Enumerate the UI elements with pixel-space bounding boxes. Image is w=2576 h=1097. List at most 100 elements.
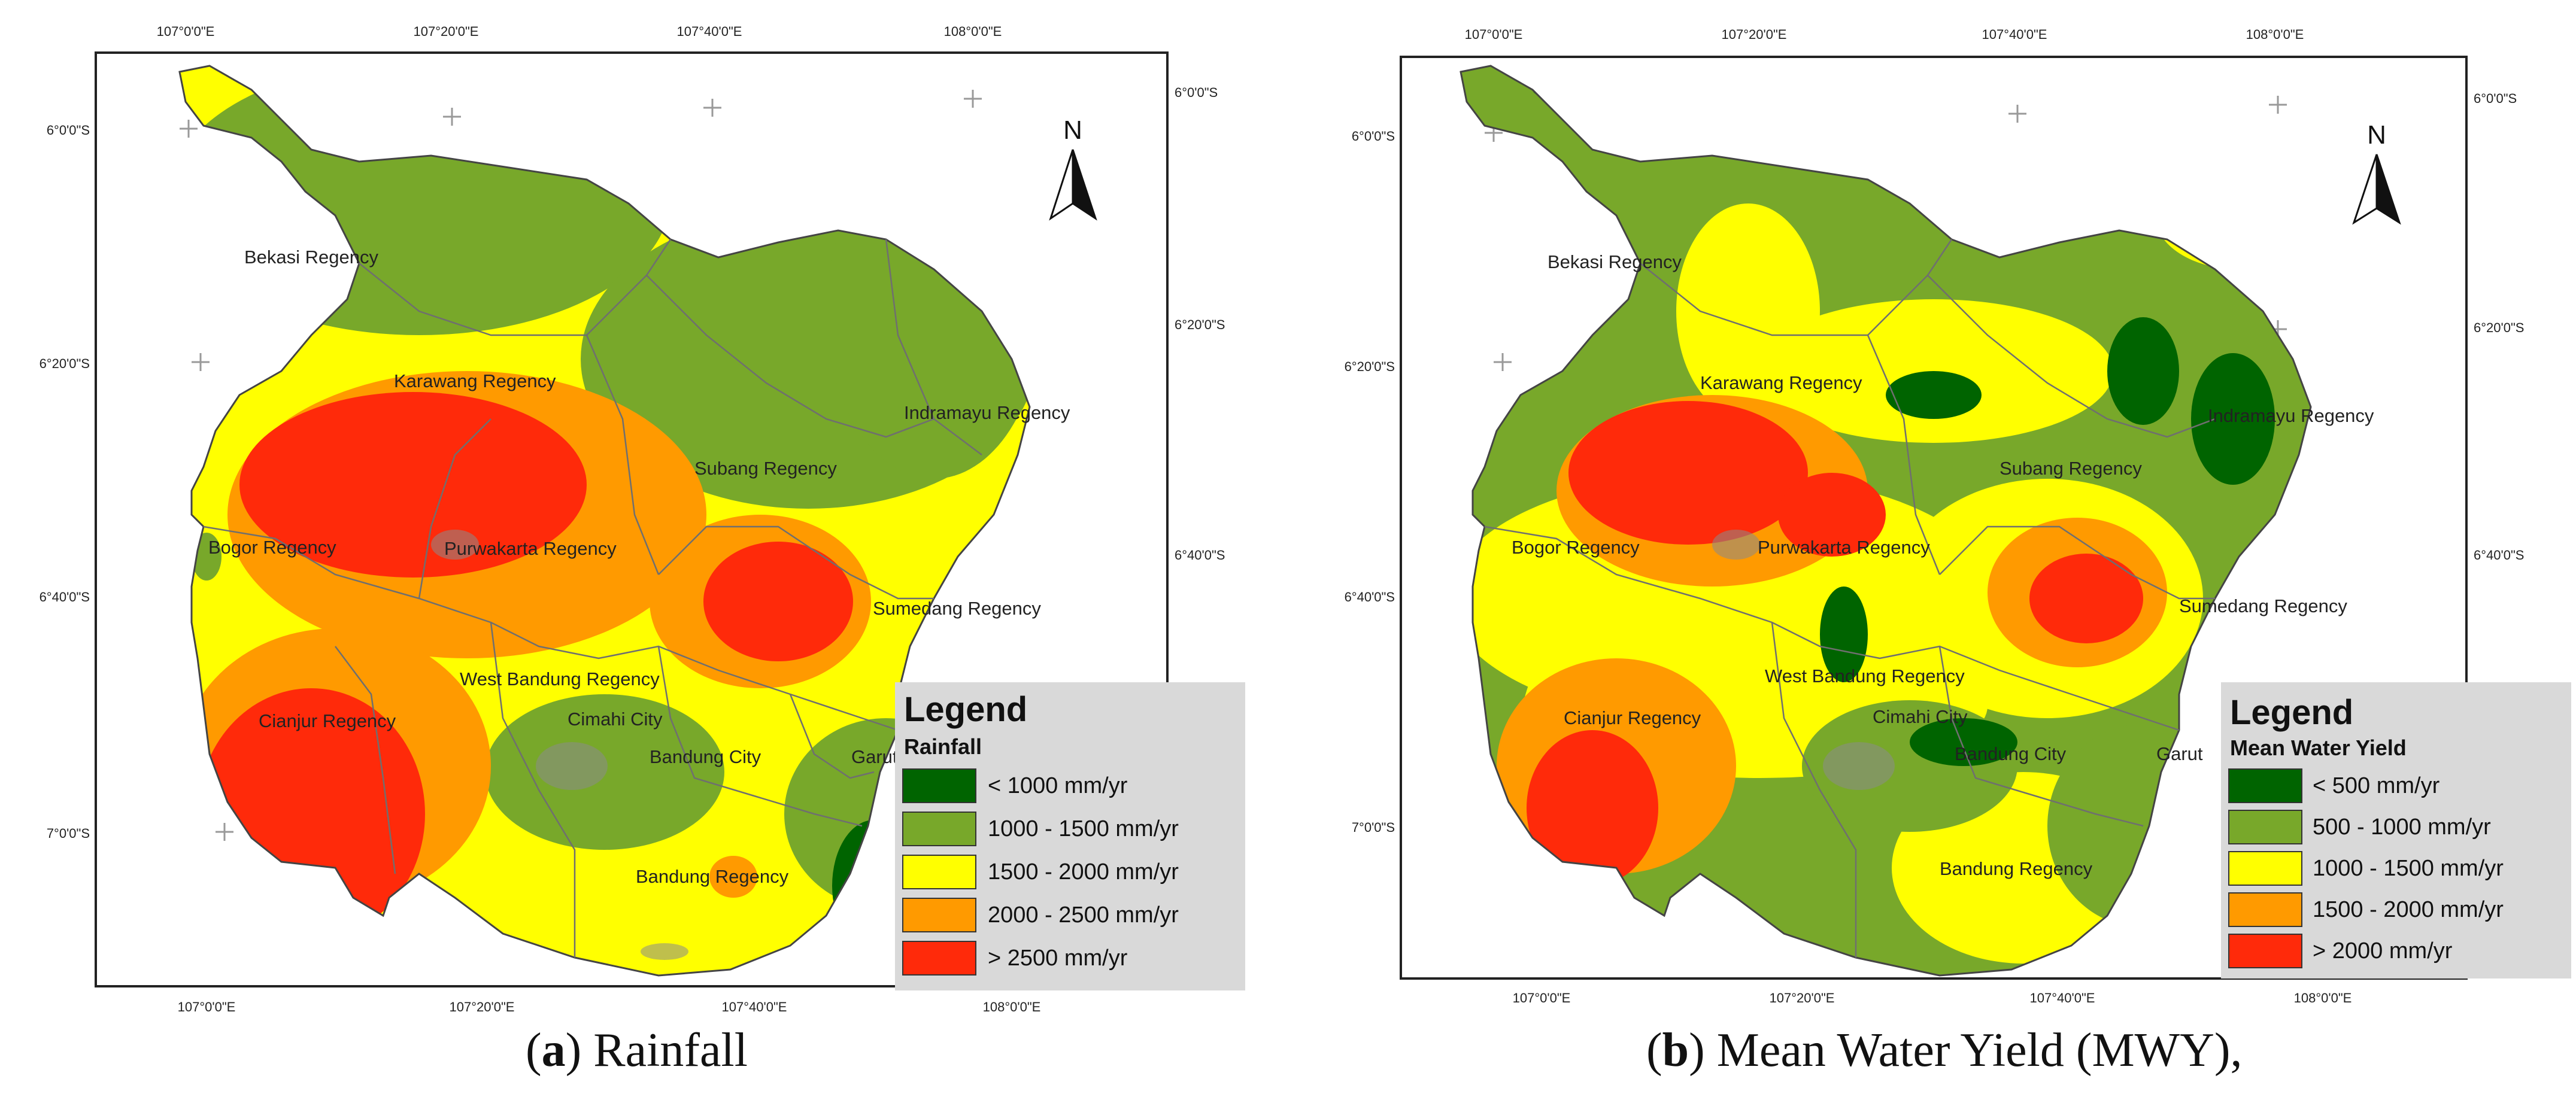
region-label: Indramayu Regency: [2208, 405, 2374, 426]
right-tick: 6°40'0"S: [2474, 548, 2524, 563]
left-tick: 7°0'0"S: [1352, 820, 1395, 835]
axis-ticks: 107°0'0"E 107°20'0"E 107°40'0"E 108°0'0"…: [1345, 27, 2525, 1005]
top-tick: 108°0'0"E: [2246, 27, 2304, 42]
legend-item-label: > 2000 mm/yr: [2313, 938, 2453, 964]
caption-open: (: [1646, 1024, 1662, 1077]
north-label: N: [2367, 120, 2386, 150]
north-label: N: [1063, 116, 1082, 145]
region-label: Bogor Regency: [208, 537, 336, 558]
legend-item-label: 1500 - 2000 mm/yr: [988, 859, 1179, 885]
left-tick: 6°40'0"S: [40, 589, 90, 604]
region-label: Cimahi City: [1873, 706, 1968, 727]
bottom-tick: 107°0'0"E: [178, 999, 236, 1014]
region-label: Indramayu Regency: [904, 402, 1070, 423]
caption-open: (: [526, 1024, 542, 1077]
region-label: Purwakarta Regency: [444, 538, 617, 559]
region-label: Garut: [2156, 743, 2203, 764]
caption-text: ) Rainfall: [565, 1024, 748, 1077]
legend-swatch: [902, 898, 976, 932]
north-arrow-icon: N: [1049, 116, 1097, 221]
right-tick: 6°0'0"S: [2474, 91, 2517, 106]
bottom-tick: 108°0'0"E: [983, 999, 1041, 1014]
legend-swatch: [2228, 851, 2302, 886]
region-label: Cianjur Regency: [1564, 707, 1701, 728]
region-label: Garut: [851, 746, 898, 767]
region-label: West Bandung Regency: [1765, 666, 1965, 686]
bottom-tick: 107°40'0"E: [2030, 990, 2095, 1005]
region-label: Bekasi Regency: [244, 247, 379, 268]
legend-swatch: [902, 768, 976, 803]
left-tick: 6°20'0"S: [1345, 359, 1395, 374]
water-yield-legend: Legend Mean Water Yield < 500 mm/yr 500 …: [2221, 682, 2571, 979]
bottom-tick: 107°0'0"E: [1513, 990, 1571, 1005]
region-label: Bandung City: [650, 746, 761, 767]
region-borders: [178, 65, 1031, 977]
caption-b: (b) Mean Water Yield (MWY),: [1646, 1023, 2243, 1078]
legend-subtitle: Mean Water Yield: [2230, 736, 2407, 760]
top-tick: 107°20'0"E: [1722, 27, 1787, 42]
legend-item-label: < 1000 mm/yr: [988, 773, 1128, 798]
region-label: Cimahi City: [568, 709, 663, 730]
legend-item-label: > 2500 mm/yr: [988, 946, 1128, 971]
left-tick: 7°0'0"S: [47, 826, 90, 841]
legend-item-label: 1500 - 2000 mm/yr: [2313, 897, 2504, 922]
right-tick: 6°20'0"S: [2474, 320, 2524, 335]
caption-letter: a: [541, 1024, 566, 1077]
legend-title: Legend: [2230, 693, 2353, 732]
urban-areas: [1712, 530, 1895, 790]
region-label: Bandung Regency: [636, 866, 789, 887]
region-labels: Bekasi Regency Karawang Regency Indramay…: [1512, 251, 2374, 879]
legend-swatch: [2228, 768, 2302, 803]
top-tick: 107°0'0"E: [157, 24, 215, 39]
right-tick: 6°0'0"S: [1175, 85, 1218, 100]
region-labels: Bekasi Regency Karawang Regency Indramay…: [208, 247, 1070, 887]
bottom-tick: 107°40'0"E: [722, 999, 787, 1014]
legend-subtitle: Rainfall: [904, 734, 982, 759]
region-label: Bandung City: [1955, 743, 2067, 764]
bottom-tick: 107°20'0"E: [1770, 990, 1835, 1005]
legend-swatch: [2228, 810, 2302, 844]
region-label: Sumedang Regency: [873, 598, 1041, 619]
right-tick: 6°20'0"S: [1175, 317, 1225, 332]
caption-text: ) Mean Water Yield (MWY),: [1689, 1024, 2243, 1077]
region-label: Karawang Regency: [1700, 372, 1862, 393]
region-label: Bandung Regency: [1940, 858, 2093, 879]
right-tick: 6°40'0"S: [1175, 548, 1225, 563]
rainfall-legend: Legend Rainfall < 1000 mm/yr 1000 - 1500…: [895, 682, 1245, 990]
caption-letter: b: [1662, 1024, 1689, 1077]
water-yield-map-panel: 107°0'0"E 107°20'0"E 107°40'0"E 108°0'0"…: [1345, 27, 2571, 1005]
caption-a: (a) Rainfall: [526, 1023, 748, 1078]
region-label: Bekasi Regency: [1548, 251, 1682, 272]
top-tick: 107°40'0"E: [1982, 27, 2047, 42]
rainfall-map-panel: 107°0'0"E 107°20'0"E 107°40'0"E 108°0'0"…: [40, 24, 1245, 1014]
left-tick: 6°20'0"S: [40, 356, 90, 371]
legend-swatch: [902, 812, 976, 846]
legend-swatch: [902, 855, 976, 889]
region-label: Subang Regency: [694, 458, 837, 479]
region-label: West Bandung Regency: [460, 668, 660, 689]
legend-item-label: 1000 - 1500 mm/yr: [2313, 856, 2504, 881]
legend-title: Legend: [904, 690, 1027, 729]
legend-swatch: [2228, 892, 2302, 927]
top-tick: 107°20'0"E: [414, 24, 479, 39]
left-tick: 6°40'0"S: [1345, 589, 1395, 604]
legend-item-label: 1000 - 1500 mm/yr: [988, 816, 1179, 841]
legend-item-label: 2000 - 2500 mm/yr: [988, 902, 1179, 928]
region-label: Bogor Regency: [1512, 537, 1640, 558]
region-label: Subang Regency: [1999, 458, 2142, 479]
north-arrow-icon: N: [2352, 120, 2401, 225]
urban-areas: [431, 530, 688, 960]
legend-swatch: [2228, 934, 2302, 968]
bottom-tick: 107°20'0"E: [450, 999, 515, 1014]
top-tick: 107°40'0"E: [677, 24, 742, 39]
region-borders: [1460, 65, 2312, 977]
region-label: Cianjur Regency: [259, 710, 396, 731]
legend-item-label: 500 - 1000 mm/yr: [2313, 815, 2491, 840]
left-tick: 6°0'0"S: [1352, 129, 1395, 144]
axis-ticks: 107°0'0"E 107°20'0"E 107°40'0"E 108°0'0"…: [40, 24, 1225, 1014]
bottom-tick: 108°0'0"E: [2294, 990, 2352, 1005]
legend-item-label: < 500 mm/yr: [2313, 773, 2440, 798]
region-label: Purwakarta Regency: [1758, 537, 1930, 558]
region-label: Sumedang Regency: [2179, 595, 2347, 616]
region-label: Karawang Regency: [394, 370, 556, 391]
